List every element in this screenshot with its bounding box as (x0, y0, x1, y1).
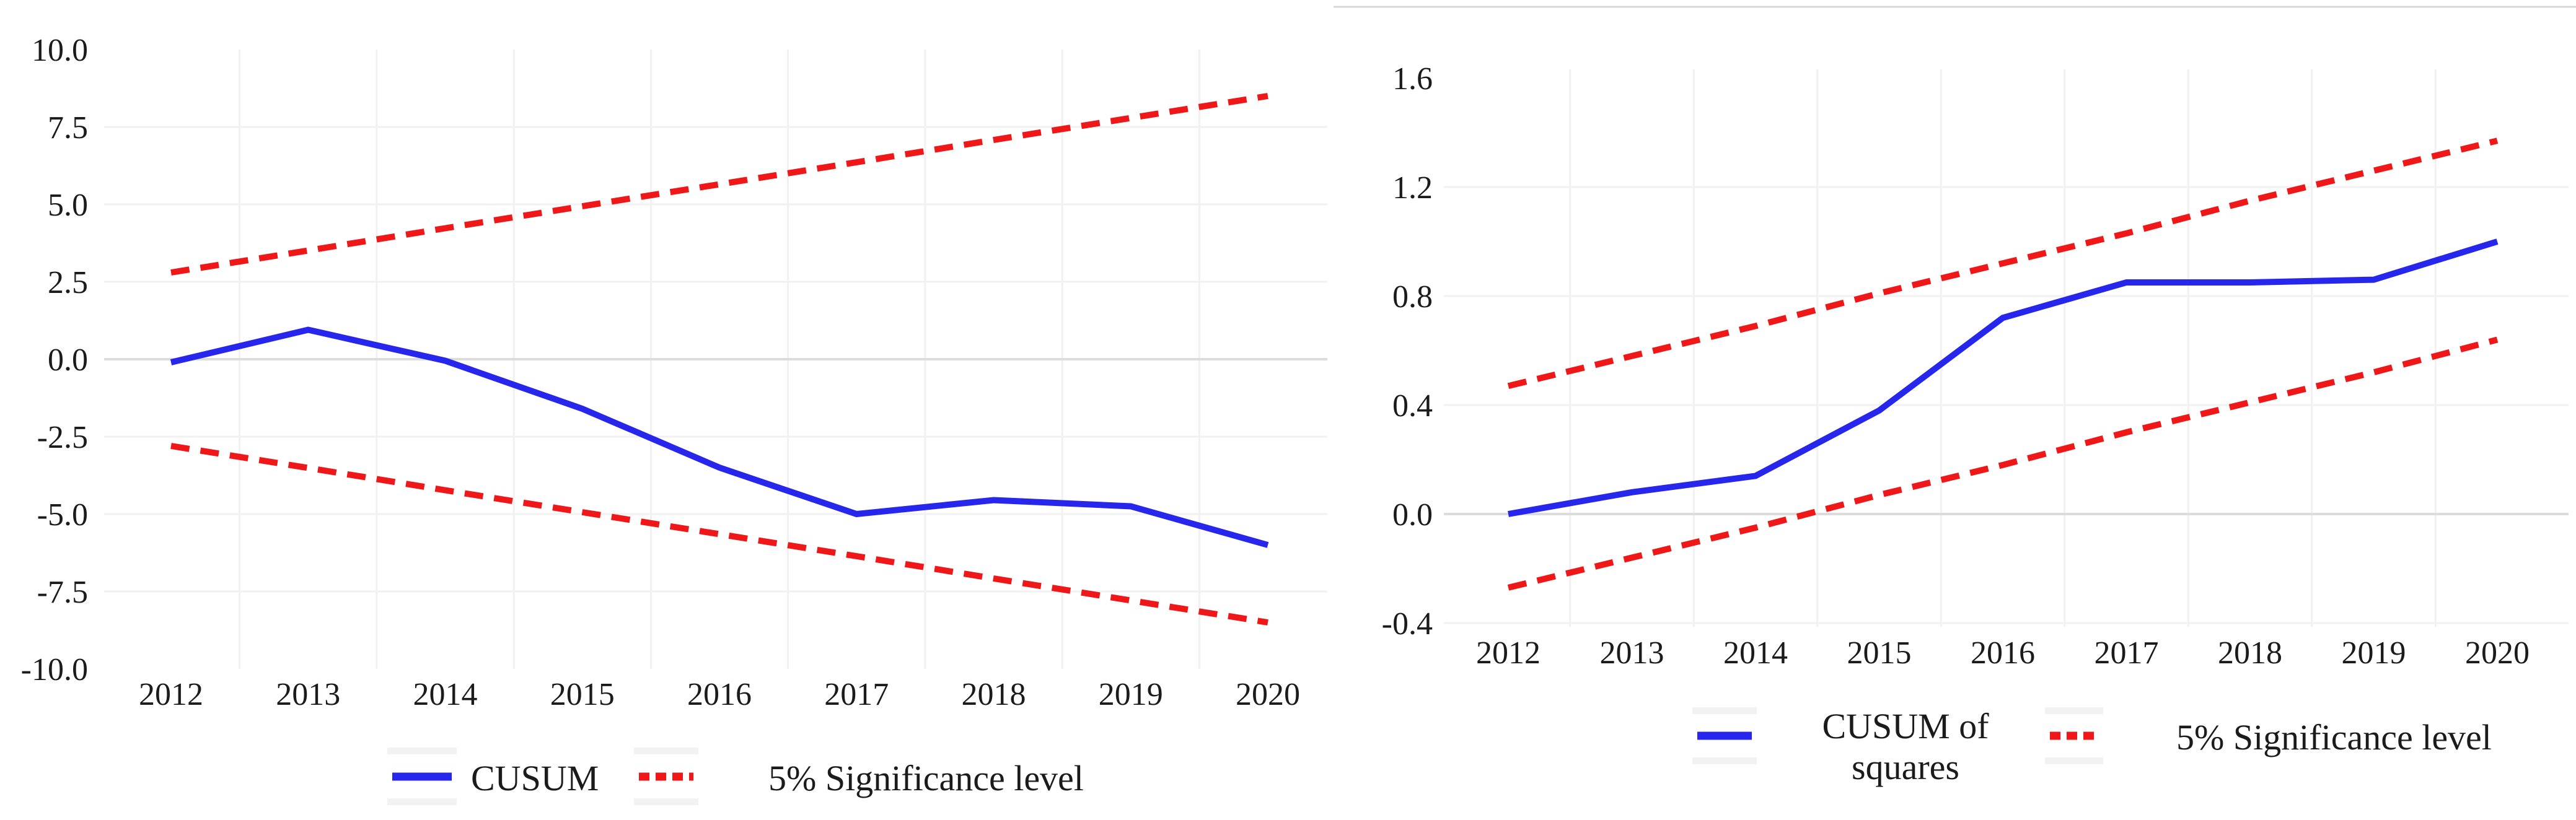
significance-lower-line (170, 443, 1268, 626)
legend-label: CUSUM (471, 758, 599, 798)
x-tick-label: 2019 (2342, 635, 2406, 671)
x-tick-label: 2014 (1723, 635, 1788, 671)
x-tick-label: 2015 (1847, 635, 1912, 671)
legend-swatch-bar (387, 748, 457, 754)
legend-label: 5% Significance level (2176, 717, 2492, 757)
x-tick-label: 2018 (2218, 635, 2282, 671)
y-tick-label: 1.6 (1392, 61, 1433, 97)
y-tick-label: 5.0 (48, 188, 88, 223)
cusum-line (170, 326, 1269, 548)
y-tick-label: 0.0 (48, 342, 88, 378)
y-tick-label: 7.5 (48, 110, 88, 146)
x-tick-label: 2018 (962, 677, 1026, 712)
y-tick-label: 0.8 (1392, 279, 1433, 315)
x-tick-label: 2013 (1600, 635, 1664, 671)
legend-label: squares (1852, 747, 1959, 787)
legend-label: 5% Significance level (768, 758, 1084, 798)
y-tick-label: 2.5 (48, 265, 88, 300)
y-tick-label: -0.4 (1382, 606, 1433, 642)
x-tick-label: 2016 (687, 677, 752, 712)
x-tick-label: 2015 (550, 677, 615, 712)
x-tick-label: 2019 (1099, 677, 1163, 712)
cusum-chart: 10.0 7.5 5.0 2.5 0.0 -2.5 -5.0 -7.5 -10.0 2012 201… (21, 33, 1327, 805)
x-tick-label: 2016 (1971, 635, 2035, 671)
x-tick-label: 2012 (139, 677, 203, 712)
x-tick-label: 2020 (2465, 635, 2530, 671)
y-tick-label: -10.0 (21, 652, 88, 687)
y-tick-label: -5.0 (37, 497, 88, 533)
y-tick-label: 1.2 (1392, 170, 1433, 206)
y-tick-label: 10.0 (32, 33, 88, 68)
significance-upper-line (1507, 137, 2499, 390)
cusumsq-chart: 1.6 1.2 0.8 0.4 0.0 -0.4 2012 2013 2014 2015 2016 2… (1334, 6, 2576, 787)
y-tick-label: -7.5 (37, 575, 88, 610)
x-tick-label: 2017 (824, 677, 889, 712)
legend-swatch-bar (634, 748, 698, 754)
legend-swatch-bar (2045, 707, 2103, 714)
legend-swatch-bar (1692, 707, 1757, 714)
y-tick-label: 0.0 (1392, 497, 1433, 533)
y-tick-label: -2.5 (37, 420, 88, 455)
x-tick-label: 2012 (1476, 635, 1541, 671)
x-tick-label: 2020 (1236, 677, 1300, 712)
legend-swatch-bar (1692, 757, 1757, 764)
significance-upper-line (170, 93, 1268, 276)
x-tick-label: 2013 (276, 677, 340, 712)
cusum-of-squares-line (1508, 238, 2499, 517)
legend-label: CUSUM of (1822, 706, 1989, 746)
legend-swatch-bar (2045, 757, 2103, 764)
x-tick-label: 2017 (2095, 635, 2159, 671)
legend-swatch-bar (387, 798, 457, 805)
x-tick-label: 2014 (413, 677, 478, 712)
legend-swatch-bar (634, 798, 698, 805)
y-tick-label: 0.4 (1392, 388, 1433, 424)
significance-lower-line (1507, 336, 2499, 591)
